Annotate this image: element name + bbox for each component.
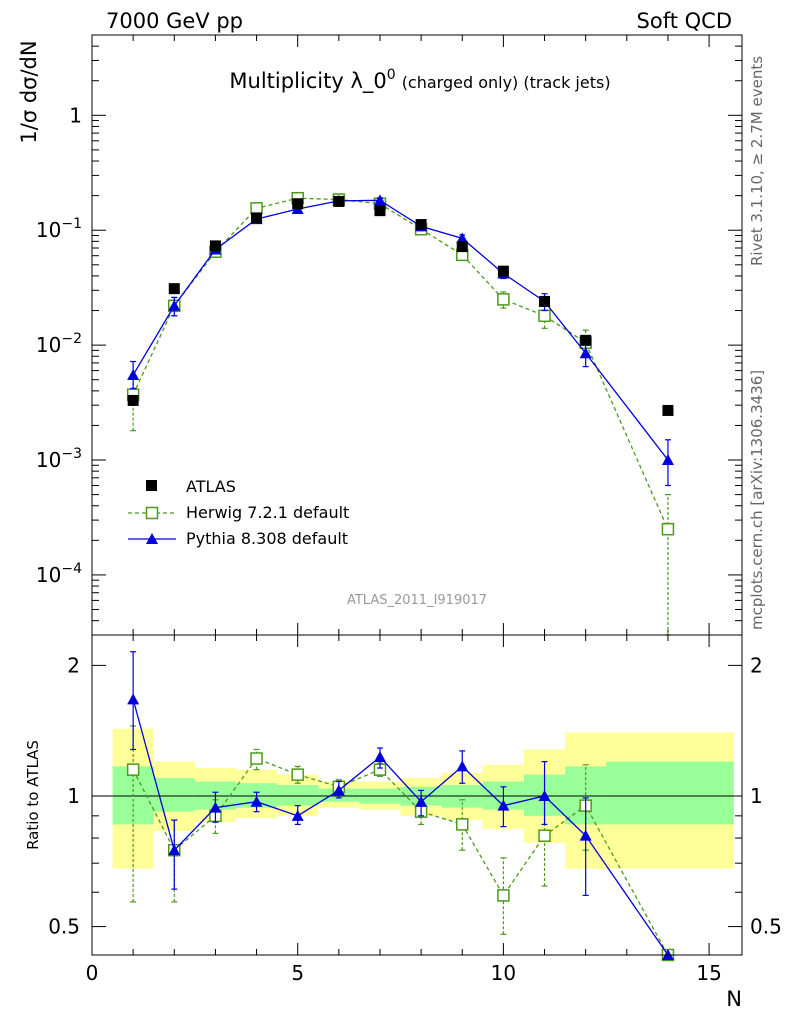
herwig-point [661,522,675,536]
main-y-tick-exp: −2 [61,331,82,347]
main-y-tick-exp: −4 [61,561,82,577]
atlas-point [209,240,221,252]
herwig-point [538,309,551,323]
atlas-point [168,283,180,295]
x-tick-label: 0 [86,961,99,985]
ratio-band-inner [277,785,319,806]
main-title-main: Multiplicity λ_0 [229,69,386,94]
ratio-herwig-point [538,829,551,842]
legend: ATLAS Herwig 7.2.1 default Pythia 8.308 … [128,477,349,548]
legend-marker-atlas [146,480,157,491]
main-title: Multiplicity λ_00 (charged only) (track j… [229,67,610,94]
ratio-pythia-point [538,789,551,801]
ratio-band-inner [606,761,734,825]
x-tick-label: 10 [491,961,516,985]
ratio-axes: 0 5 10 15 0.5 0.5 1 1 2 2 [48,635,782,985]
main-title-rest: (charged only) (track jets) [402,73,611,92]
main-y-tick-exp: −3 [61,446,82,462]
ratio-pythia-point [250,795,263,807]
main-y-tick-base: 10 [36,563,61,587]
legend-marker-herwig [145,506,159,520]
ratio-herwig-point [250,752,263,765]
x-tick-label: 15 [696,961,721,985]
main-series [126,191,675,636]
ratio-herwig-point [456,818,469,831]
atlas-point [456,241,468,253]
legend-label-pythia: Pythia 8.308 default [186,529,348,548]
main-y-tick-label: 1 [69,103,82,127]
ratio-herwig-point [126,763,140,776]
pythia-point [373,194,386,206]
atlas-point [662,404,674,416]
atlas-point [415,219,427,231]
atlas-point [127,394,139,406]
main-title-sup: 0 [387,67,396,83]
legend-label-atlas: ATLAS [186,477,236,496]
pythia-point [579,347,592,359]
main-y-tick-label: 10−1 [36,216,82,242]
x-tick-label: 5 [291,961,304,985]
ratio-y-tick-label-right: 1 [750,784,763,808]
atlas-point [292,198,304,210]
ratio-frame [91,634,743,956]
ratio-pythia-point [168,844,181,856]
main-axes: 10−410−310−210−11 [36,34,742,636]
atlas-point [580,334,592,346]
ratio-pythia-point [127,693,140,705]
ratio-y-label: Ratio to ATLAS [24,740,42,850]
y-axis-label: 1/σ dσ/dN [17,40,41,143]
pythia-point [127,368,140,380]
ratio-pythia-point [332,784,345,796]
atlas-point [539,295,551,307]
ratio-panel: 0 5 10 15 0.5 0.5 1 1 2 2 Ratio to ATLAS N [24,634,782,1011]
ratio-pythia-point [373,750,386,762]
atlas-point [251,212,263,224]
ratio-herwig-point [291,768,304,781]
ratio-pythia-point [497,799,510,811]
main-y-tick-exp: −1 [61,216,82,232]
main-y-tick-base: 10 [36,333,61,357]
atlas-point [497,265,509,277]
ratio-y-tick-label-right: 0.5 [750,915,782,939]
ratio-pythia-point [209,801,222,813]
main-y-tick-label: 10−4 [36,561,82,587]
ratio-pythia-point [415,795,428,807]
herwig-point [497,293,510,306]
header-left: 7000 GeV pp [106,9,243,33]
atlas-point [374,205,386,217]
atlas-point [333,195,345,207]
main-y-tick-label: 10−3 [36,446,82,472]
rivet-label: Rivet 3.1.10, ≥ 2.7M events [748,56,766,266]
main-y-tick-base: 10 [36,218,61,242]
ratio-pythia-point [291,809,304,821]
main-panel: 10−410−310−210−11 Multiplicity λ_00 (char… [17,34,743,636]
legend-label-herwig: Herwig 7.2.1 default [186,503,349,522]
pythia-point [456,232,469,244]
watermark: ATLAS_2011_I919017 [347,593,487,608]
pythia-point [168,299,181,311]
header-right: Soft QCD [637,9,732,33]
ratio-y-tick-label: 2 [67,653,80,677]
legend-marker-pythia [146,533,158,544]
ratio-y-tick-label-right: 2 [750,653,763,677]
mcplots-label: mcplots.cern.ch [arXiv:1306.3436] [748,370,766,630]
main-y-tick-label: 10−2 [36,331,82,357]
main-y-tick-base: 10 [36,448,61,472]
ratio-pythia-point [456,760,469,772]
ratio-y-tick-label: 1 [67,784,80,808]
herwig-point [250,202,263,215]
x-axis-label: N [726,987,742,1011]
ratio-band-inner [153,778,195,812]
ratio-herwig-point [497,889,510,902]
ratio-pythia-point [579,829,592,841]
pythia-point [661,454,674,466]
ratio-bands [112,728,734,869]
ratio-y-tick-label: 0.5 [48,915,80,939]
